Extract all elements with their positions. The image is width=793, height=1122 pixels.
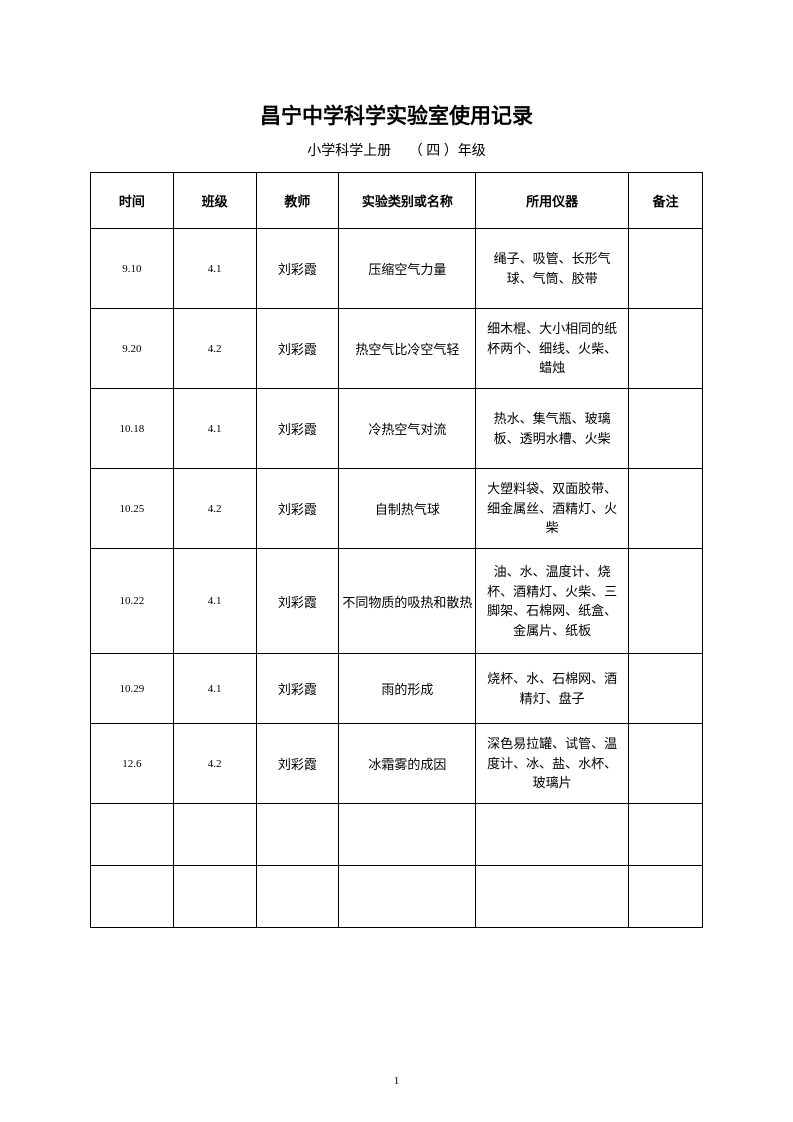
cell-note [628,389,702,469]
cell-teacher: 刘彩霞 [256,724,339,804]
page-title: 昌宁中学科学实验室使用记录 [90,100,703,130]
cell-class: 4.1 [173,654,256,724]
cell-equipment: 绳子、吸管、长形气球、气筒、胶带 [476,229,628,309]
cell-teacher: 刘彩霞 [256,549,339,654]
cell-teacher: 刘彩霞 [256,654,339,724]
cell-time: 12.6 [91,724,174,804]
cell-time: 10.25 [91,469,174,549]
cell-time: 9.20 [91,309,174,389]
cell-equipment: 细木棍、大小相同的纸杯两个、细线、火柴、蜡烛 [476,309,628,389]
cell-experiment: 压缩空气力量 [339,229,476,309]
subtitle-prefix: 小学科学上册 [307,144,391,159]
cell-empty [256,804,339,866]
cell-class: 4.2 [173,469,256,549]
cell-empty [476,804,628,866]
cell-teacher: 刘彩霞 [256,469,339,549]
table-row: 10.254.2刘彩霞自制热气球大塑料袋、双面胶带、细金属丝、酒精灯、火柴 [91,469,703,549]
cell-note [628,469,702,549]
cell-experiment: 冰霜雾的成因 [339,724,476,804]
cell-empty [339,866,476,928]
cell-note [628,724,702,804]
cell-empty [173,866,256,928]
cell-equipment: 油、水、温度计、烧杯、酒精灯、火柴、三脚架、石棉网、纸盒、金属片、纸板 [476,549,628,654]
cell-equipment: 深色易拉罐、试管、温度计、冰、盐、水杯、玻璃片 [476,724,628,804]
cell-empty [628,804,702,866]
cell-experiment: 冷热空气对流 [339,389,476,469]
cell-teacher: 刘彩霞 [256,229,339,309]
cell-experiment: 热空气比冷空气轻 [339,309,476,389]
table-row: 10.224.1刘彩霞不同物质的吸热和散热油、水、温度计、烧杯、酒精灯、火柴、三… [91,549,703,654]
record-table: 时间 班级 教师 实验类别或名称 所用仪器 备注 9.104.1刘彩霞压缩空气力… [90,172,703,928]
header-experiment: 实验类别或名称 [339,173,476,229]
table-row-empty [91,866,703,928]
cell-class: 4.2 [173,309,256,389]
cell-teacher: 刘彩霞 [256,309,339,389]
cell-note [628,654,702,724]
cell-equipment: 热水、集气瓶、玻璃板、透明水槽、火柴 [476,389,628,469]
cell-class: 4.1 [173,229,256,309]
cell-empty [476,866,628,928]
table-header-row: 时间 班级 教师 实验类别或名称 所用仪器 备注 [91,173,703,229]
cell-empty [628,866,702,928]
header-teacher: 教师 [256,173,339,229]
cell-note [628,309,702,389]
cell-teacher: 刘彩霞 [256,389,339,469]
cell-equipment: 烧杯、水、石棉网、酒精灯、盘子 [476,654,628,724]
cell-time: 9.10 [91,229,174,309]
header-time: 时间 [91,173,174,229]
table-row: 12.64.2刘彩霞冰霜雾的成因深色易拉罐、试管、温度计、冰、盐、水杯、玻璃片 [91,724,703,804]
cell-equipment: 大塑料袋、双面胶带、细金属丝、酒精灯、火柴 [476,469,628,549]
cell-experiment: 不同物质的吸热和散热 [339,549,476,654]
cell-class: 4.1 [173,389,256,469]
subtitle-grade: （ 四 ）年级 [409,144,486,159]
cell-empty [256,866,339,928]
cell-empty [173,804,256,866]
cell-time: 10.29 [91,654,174,724]
table-row: 9.204.2刘彩霞热空气比冷空气轻细木棍、大小相同的纸杯两个、细线、火柴、蜡烛 [91,309,703,389]
page-number: 1 [0,1075,793,1087]
table-row: 9.104.1刘彩霞压缩空气力量绳子、吸管、长形气球、气筒、胶带 [91,229,703,309]
cell-note [628,229,702,309]
cell-empty [91,866,174,928]
cell-experiment: 雨的形成 [339,654,476,724]
cell-class: 4.1 [173,549,256,654]
table-row-empty [91,804,703,866]
header-equipment: 所用仪器 [476,173,628,229]
cell-experiment: 自制热气球 [339,469,476,549]
cell-class: 4.2 [173,724,256,804]
cell-empty [339,804,476,866]
table-row: 10.294.1刘彩霞雨的形成烧杯、水、石棉网、酒精灯、盘子 [91,654,703,724]
cell-empty [91,804,174,866]
cell-time: 10.22 [91,549,174,654]
cell-note [628,549,702,654]
cell-time: 10.18 [91,389,174,469]
header-note: 备注 [628,173,702,229]
page-subtitle: 小学科学上册 （ 四 ）年级 [90,140,703,160]
table-row: 10.184.1刘彩霞冷热空气对流热水、集气瓶、玻璃板、透明水槽、火柴 [91,389,703,469]
header-class: 班级 [173,173,256,229]
